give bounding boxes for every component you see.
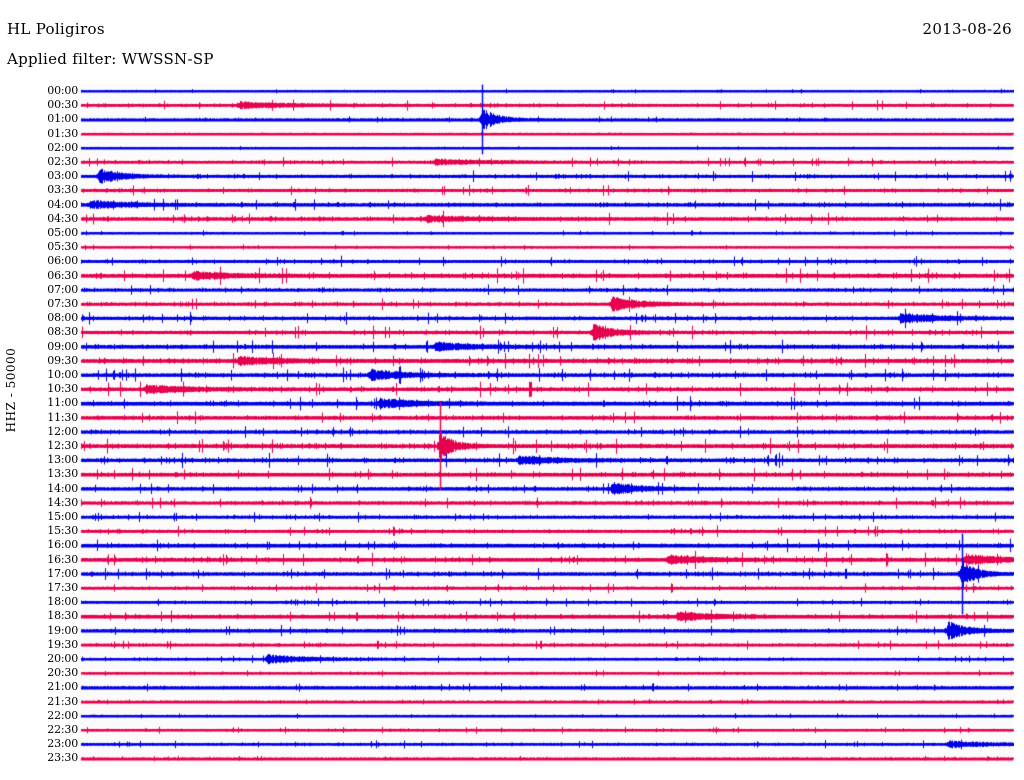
time-label: 14:30 [47,495,78,509]
time-label: 10:30 [47,382,78,396]
time-label: 22:00 [47,708,78,722]
trace-canvas [80,84,1014,766]
time-label: 08:00 [47,311,78,325]
time-label: 01:30 [47,126,78,140]
time-label: 23:30 [47,751,78,765]
time-label: 03:00 [47,169,78,183]
time-label: 07:00 [47,282,78,296]
time-label: 07:30 [47,297,78,310]
time-label: 13:00 [47,453,78,467]
time-label: 00:00 [47,84,78,97]
vertical-axis-label-text: HHZ - 50000 [4,347,18,433]
seismogram-plot [80,84,1014,766]
time-label: 02:30 [47,155,78,168]
time-label: 17:00 [47,566,78,580]
vertical-axis-label: HHZ - 50000 [0,0,22,780]
time-label: 12:30 [47,439,78,452]
time-label: 22:30 [47,723,78,736]
time-axis-labels: 00:00 00:30 01:00 01:30 02:00 02:30 03:00 03:30… [22,84,78,766]
time-label: 18:00 [47,595,78,609]
time-label: 17:30 [47,581,78,594]
time-label: 06:00 [47,254,78,268]
time-label: 03:30 [47,183,78,197]
time-label: 14:00 [47,481,78,495]
time-label: 04:00 [47,197,78,211]
time-label: 11:00 [47,396,78,410]
time-label: 00:30 [47,98,78,112]
time-label: 23:00 [47,737,78,751]
time-label: 09:00 [47,339,78,353]
time-label: 18:30 [47,609,78,623]
applied-filter-text: Applied filter: WWSSN-SP [7,50,214,68]
time-label: 05:30 [47,240,78,254]
time-label: 11:30 [47,410,78,424]
record-date: 2013-08-26 [922,20,1012,38]
time-label: 08:30 [47,325,78,339]
time-label: 04:30 [47,211,78,225]
time-label: 19:00 [47,623,78,637]
time-label: 06:30 [47,268,78,282]
time-label: 01:00 [47,112,78,126]
time-label: 15:30 [47,524,78,538]
time-label: 21:30 [47,694,78,708]
time-label: 20:30 [47,666,78,680]
time-label: 15:00 [47,510,78,523]
time-label: 20:00 [47,652,78,665]
time-label: 21:00 [47,680,78,694]
time-label: 12:00 [47,424,78,438]
time-label: 02:00 [47,140,78,154]
time-label: 10:00 [47,368,78,381]
time-label: 16:00 [47,538,78,552]
station-title: HL Poligiros [7,20,105,38]
time-label: 05:00 [47,226,78,239]
time-label: 13:30 [47,467,78,481]
time-label: 09:30 [47,353,78,367]
time-label: 16:30 [47,552,78,566]
time-label: 19:30 [47,637,78,651]
